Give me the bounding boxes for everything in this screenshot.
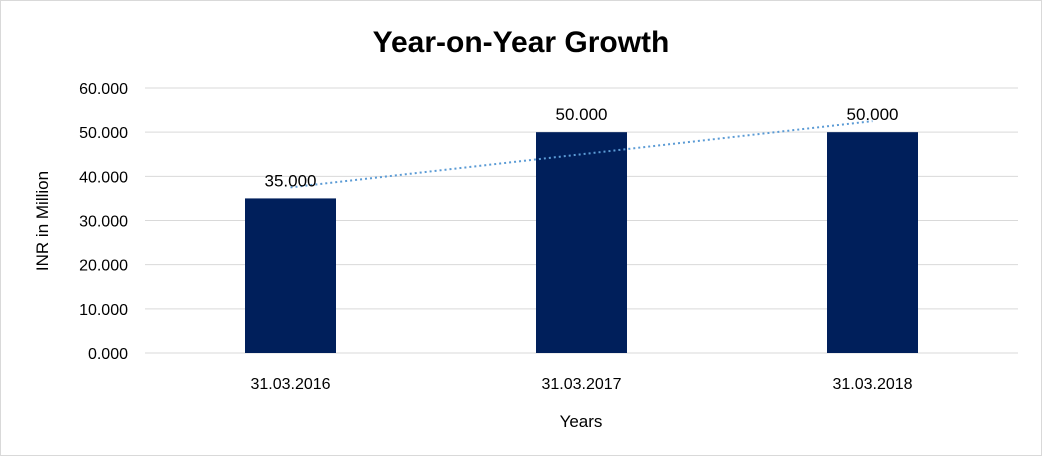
bars — [245, 132, 918, 353]
bar — [827, 132, 918, 353]
x-tick-label: 31.03.2017 — [541, 376, 621, 393]
bar — [536, 132, 627, 353]
y-tick-label: 20.000 — [79, 258, 128, 275]
y-axis-ticks: 0.000 10.000 20.000 30.000 40.000 50.000 60.00… — [79, 81, 128, 363]
y-tick-label: 0.000 — [88, 346, 128, 363]
y-tick-label: 40.000 — [79, 169, 128, 186]
chart-title: Year-on-Year Growth — [373, 26, 670, 59]
data-label: 35.000 — [265, 171, 317, 190]
y-tick-label: 50.000 — [79, 125, 128, 142]
x-axis-ticks: 31.03.2016 31.03.2017 31.03.2018 — [250, 376, 912, 393]
x-tick-label: 31.03.2018 — [832, 376, 912, 393]
y-axis-title: INR in Million — [33, 171, 52, 271]
x-axis-title: Years — [560, 412, 603, 431]
x-tick-label: 31.03.2016 — [250, 376, 330, 393]
data-label: 50.000 — [556, 105, 608, 124]
data-labels: 35.000 50.000 50.000 — [265, 105, 899, 190]
y-tick-label: 10.000 — [79, 302, 128, 319]
y-tick-label: 30.000 — [79, 214, 128, 231]
bar — [245, 198, 336, 353]
y-tick-label: 60.000 — [79, 81, 128, 98]
data-label: 50.000 — [847, 105, 899, 124]
